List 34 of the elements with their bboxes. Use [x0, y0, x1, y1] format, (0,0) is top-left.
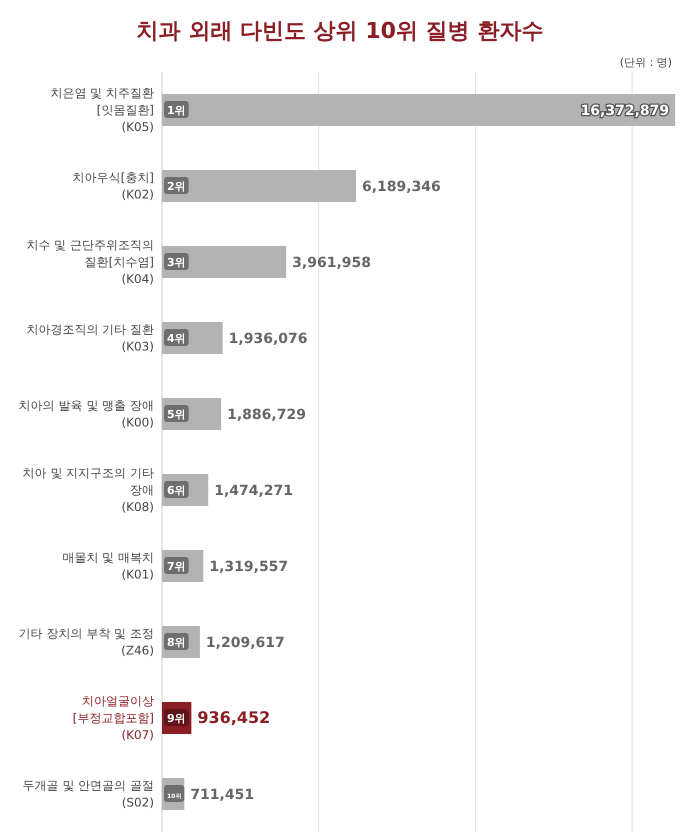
annotation: 2위 — [167, 180, 186, 193]
annotation: 1위 — [167, 104, 186, 117]
bar — [162, 94, 676, 126]
annotation: 9위 — [167, 712, 186, 725]
text: (단위 : 명) — [620, 56, 672, 69]
y-tick-label: 치아 및 지지구조의 기타 장애 (K08) — [22, 466, 154, 514]
y-tick-label: 치수 및 근단주위조직의 질환[치수염] (K04) — [26, 238, 154, 286]
annotation: 8위 — [167, 636, 186, 649]
annotation: 7위 — [167, 560, 186, 573]
data-label: 711,451 — [190, 787, 254, 803]
y-tick-label: 치아경조직의 기타 질환 (K03) — [26, 322, 154, 354]
data-label: 1,474,271 — [214, 483, 294, 499]
annotation: 3위 — [167, 256, 186, 269]
annotation: 5위 — [167, 408, 186, 421]
data-label: 1,319,557 — [209, 559, 288, 575]
data-label: 16,372,879 — [580, 103, 670, 119]
bar — [162, 170, 356, 202]
bar — [162, 246, 286, 278]
y-tick-label: 치아의 발육 및 맹출 장애 (K00) — [18, 398, 154, 430]
data-label: 3,961,958 — [292, 255, 371, 271]
data-label: 936,452 — [197, 708, 270, 727]
data-label: 6,189,346 — [362, 179, 441, 195]
data-label: 1,936,076 — [228, 331, 308, 347]
y-tick-label: 두개골 및 안면골의 골절 (S02) — [22, 778, 154, 810]
y-tick-label: 치아우식[충치] (K02) — [72, 170, 154, 202]
data-label: 1,886,729 — [227, 407, 306, 423]
y-tick-label: 치은염 및 치주질환[잇몸질환] (K05) — [50, 86, 154, 134]
chart-title: 치과 외래 다빈도 상위 10위 질병 환자수 — [136, 19, 544, 44]
y-tick-label: 매몰치 및 매복치 (K01) — [62, 550, 154, 582]
data-label: 1,209,617 — [206, 635, 285, 651]
y-tick-label: 기타 장치의 부착 및 조정 (Z46) — [18, 626, 154, 658]
y-tick-label: 치아얼굴이상[부정교합포함] (K07) — [72, 694, 154, 742]
annotation: 6위 — [167, 484, 186, 497]
annotation: 4위 — [167, 332, 186, 345]
